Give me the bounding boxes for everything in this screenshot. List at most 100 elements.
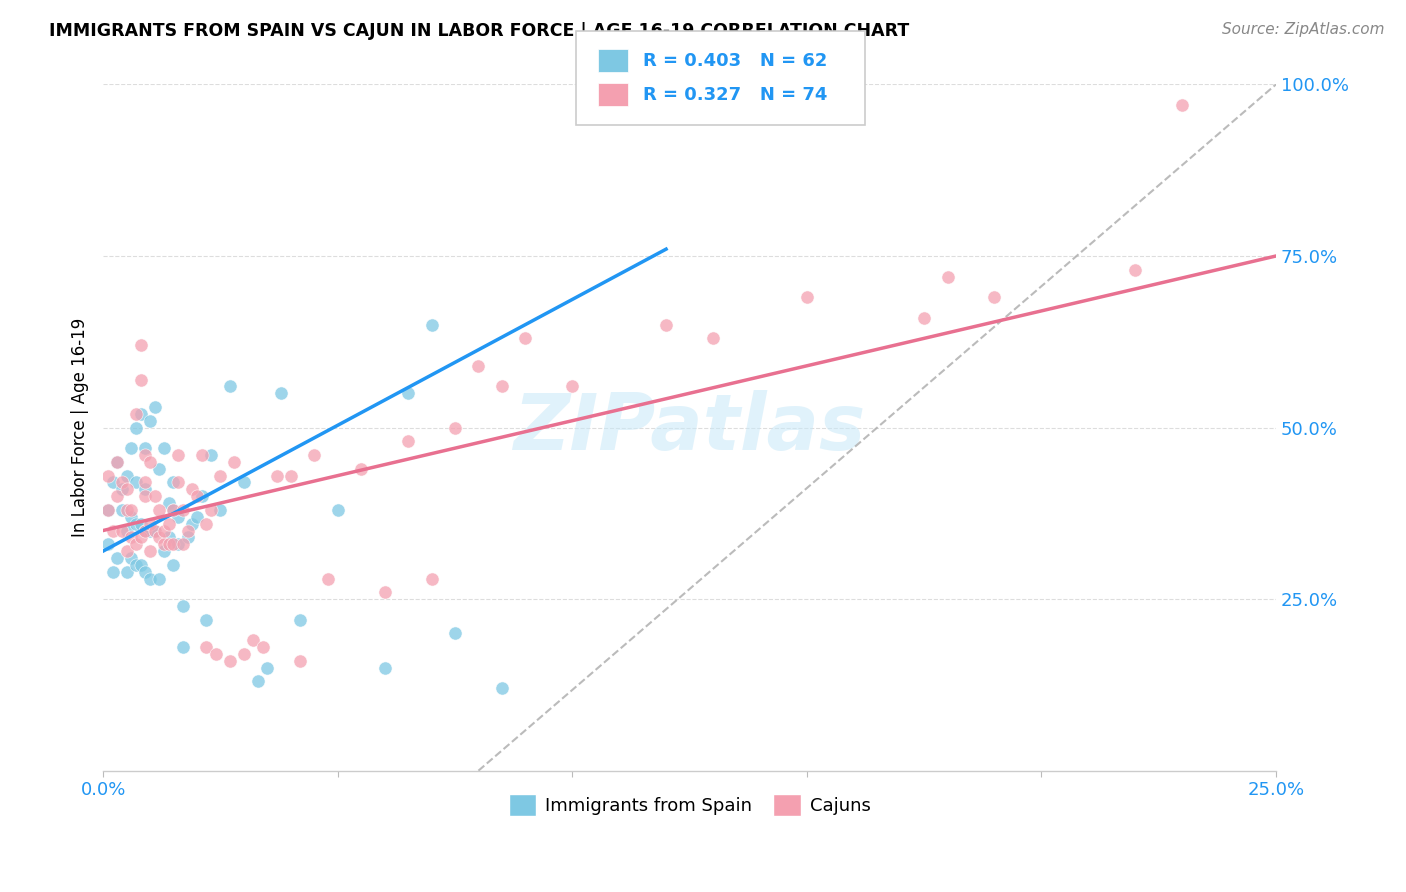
Point [172,599,194,613]
Point [125,475,148,490]
Point [143,400,166,414]
Point [396,434,419,449]
Point [148,572,170,586]
Point [143,524,166,538]
Point [139,524,162,538]
Point [134,524,156,538]
Point [157,516,180,531]
Point [115,483,138,497]
Text: R = 0.403   N = 62: R = 0.403 N = 62 [643,52,827,70]
Point [232,475,254,490]
Point [125,420,148,434]
Point [111,483,134,497]
Point [129,558,152,572]
Point [120,441,142,455]
Point [101,565,124,579]
Text: R = 0.327   N = 74: R = 0.327 N = 74 [643,86,827,103]
Point [195,640,218,655]
Point [444,626,467,640]
Point [195,613,218,627]
Point [134,489,156,503]
Point [912,310,935,325]
Point [97,503,120,517]
Point [134,524,156,538]
Point [148,461,170,475]
Point [374,661,396,675]
Point [167,448,190,462]
Point [167,509,190,524]
Point [162,503,184,517]
Point [420,318,443,332]
Point [420,572,443,586]
Point [396,386,419,401]
Point [252,640,274,655]
Point [115,565,138,579]
Point [491,379,513,393]
Point [101,524,124,538]
Point [120,530,142,544]
Point [153,544,176,558]
Point [209,503,232,517]
Point [176,530,198,544]
Point [162,558,184,572]
Point [204,647,226,661]
Point [162,475,184,490]
Point [115,524,138,538]
Text: Source: ZipAtlas.com: Source: ZipAtlas.com [1222,22,1385,37]
Point [139,455,162,469]
Point [256,661,278,675]
Point [190,489,212,503]
Point [444,420,467,434]
Point [115,468,138,483]
Point [181,516,204,531]
Point [326,503,349,517]
Point [134,475,156,490]
Point [148,530,170,544]
Point [702,331,724,345]
Point [491,681,513,696]
Point [134,565,156,579]
Point [134,483,156,497]
Point [105,455,128,469]
Point [157,496,180,510]
Point [302,448,325,462]
Point [139,544,162,558]
Point [266,468,288,483]
Point [246,674,269,689]
Point [143,524,166,538]
Point [97,503,120,517]
Point [115,503,138,517]
Point [374,585,396,599]
Point [167,537,190,551]
Point [120,503,142,517]
Point [129,530,152,544]
Point [186,509,208,524]
Point [120,509,142,524]
Point [167,475,190,490]
Point [111,524,134,538]
Point [111,475,134,490]
Legend: Immigrants from Spain, Cajuns: Immigrants from Spain, Cajuns [502,787,877,823]
Point [181,483,204,497]
Point [936,269,959,284]
Point [129,407,152,421]
Point [115,544,138,558]
Text: ZIPatlas: ZIPatlas [513,390,866,466]
Point [125,537,148,551]
Point [157,537,180,551]
Point [655,318,678,332]
Point [176,524,198,538]
Point [105,455,128,469]
Point [172,503,194,517]
Point [186,489,208,503]
Point [190,448,212,462]
Point [139,414,162,428]
Point [288,654,311,668]
Point [224,455,246,469]
Point [105,489,128,503]
Point [195,516,218,531]
Y-axis label: In Labor Force | Age 16-19: In Labor Force | Age 16-19 [72,318,89,537]
Point [288,613,311,627]
Point [153,524,176,538]
Point [125,516,148,531]
